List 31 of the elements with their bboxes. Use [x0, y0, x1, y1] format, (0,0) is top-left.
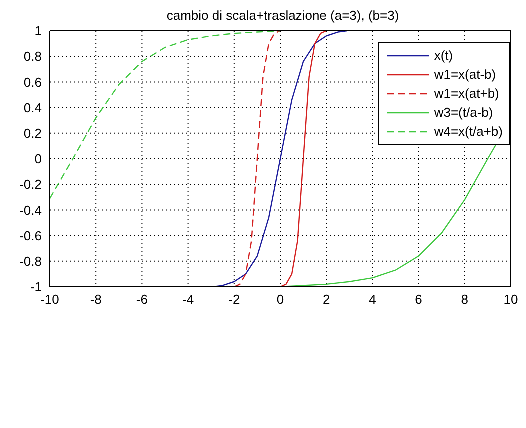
x-tick-label: -10	[40, 292, 60, 308]
line-series	[234, 31, 282, 287]
y-tick-label: -0.8	[20, 254, 42, 270]
x-tick-label: 4	[369, 292, 376, 308]
x-tick-label: 6	[415, 292, 422, 308]
legend-label: w1=x(at+b)	[434, 86, 500, 101]
y-tick-label: -1	[30, 280, 42, 295]
x-tick-label: 8	[461, 292, 469, 308]
legend-label: x(t)	[434, 48, 454, 63]
line-series	[213, 31, 348, 287]
x-tick-label: 10	[504, 292, 518, 308]
legend-label: w3=(t/a-b)	[434, 105, 494, 120]
x-tick-label: 2	[322, 292, 330, 308]
x-tick-label: -8	[90, 292, 102, 308]
y-tick-label: 0.2	[24, 126, 42, 142]
legend-label: w4=x(t/a+b)	[434, 124, 503, 139]
y-tick-label: 0.6	[24, 74, 42, 90]
x-tick-label: 0	[276, 292, 284, 308]
y-tick-label: -0.4	[20, 202, 42, 218]
y-tick-label: -0.2	[20, 177, 42, 192]
y-tick-label: 0	[34, 152, 42, 167]
line-series	[280, 31, 328, 287]
x-tick-label: -6	[136, 292, 148, 308]
y-tick-label: 1	[34, 24, 42, 39]
y-tick-label: 0.4	[24, 100, 42, 116]
x-tick-label: -4	[182, 292, 194, 308]
chart-title: cambio di scala+traslazione (a=3), (b=3)	[166, 8, 400, 24]
x-tick-label: -2	[228, 292, 240, 308]
y-tick-label: -0.6	[20, 228, 42, 244]
legend-label: w1=x(at-b)	[434, 67, 496, 82]
y-tick-label: 0.8	[24, 49, 42, 64]
